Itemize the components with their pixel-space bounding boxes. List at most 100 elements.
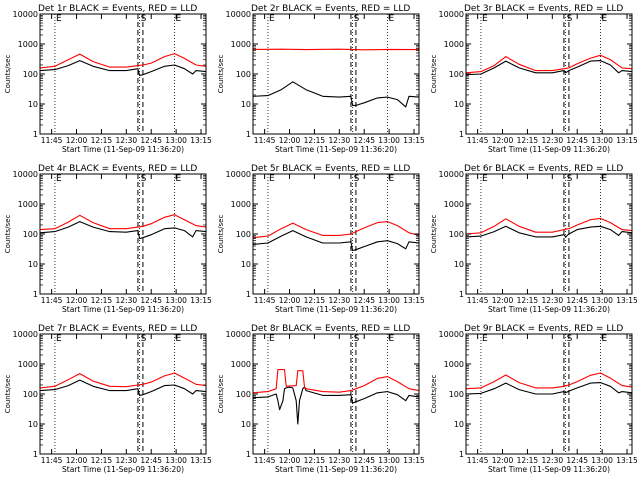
plot-frame — [39, 173, 207, 295]
event-marker-label: E — [601, 14, 607, 24]
y-tick-label: 100 — [23, 390, 38, 399]
x-tick-label: 12:00 — [492, 456, 514, 465]
x-tick-label: 12:30 — [542, 296, 564, 305]
lld-series-line — [465, 372, 633, 390]
x-axis-label: Start Time (11-Sep-09 11:36:20) — [62, 145, 184, 154]
events-series-line — [252, 386, 420, 425]
y-axis-label: Counts/sec — [217, 375, 225, 414]
x-tick-label: 12:00 — [492, 296, 514, 305]
y-tick-label: 1000 — [444, 360, 464, 369]
x-tick-label: 12:45 — [566, 456, 588, 465]
y-axis-label: Counts/sec — [4, 375, 12, 414]
events-series-line — [39, 221, 207, 240]
events-series-line — [252, 230, 420, 252]
panel-2: Det 2r BLACK = Events, RED = LLD Counts/s… — [217, 4, 425, 154]
x-axis-label: Start Time (11-Sep-09 11:36:20) — [62, 465, 184, 474]
x-tick-label: 12:30 — [116, 136, 138, 145]
event-marker-label: S — [141, 334, 147, 344]
y-tick-label: 1 — [459, 450, 464, 459]
x-tick-label: 12:30 — [116, 296, 138, 305]
plot-frame — [465, 13, 633, 135]
panel-title: Det 3r BLACK = Events, RED = LLD — [464, 4, 623, 14]
panel-7: Det 7r BLACK = Events, RED = LLD Counts/s… — [4, 324, 212, 474]
y-tick-label: 1000 — [231, 360, 251, 369]
x-tick-label: 12:45 — [353, 136, 375, 145]
y-tick-label: 10 — [28, 100, 38, 109]
x-tick-label: 12:15 — [517, 296, 539, 305]
y-tick-label: 10000 — [13, 330, 38, 339]
x-tick-label: 11:45 — [41, 136, 63, 145]
x-tick-label: 13:15 — [403, 296, 425, 305]
y-axis-label: Counts/sec — [217, 215, 225, 254]
x-tick-label: 13:00 — [591, 456, 613, 465]
x-axis-label: Start Time (11-Sep-09 11:36:20) — [488, 465, 610, 474]
event-marker-label: E — [601, 174, 607, 184]
y-tick-label: 100 — [236, 230, 251, 239]
y-tick-label: 1000 — [444, 200, 464, 209]
events-series-line — [39, 60, 207, 76]
panel-title: Det 7r BLACK = Events, RED = LLD — [38, 324, 197, 334]
x-tick-label: 11:45 — [467, 456, 489, 465]
event-marker-label: E — [388, 14, 394, 24]
panel-5: Det 5r BLACK = Events, RED = LLD Counts/s… — [217, 164, 425, 314]
y-tick-label: 10 — [241, 420, 251, 429]
y-tick-label: 1 — [459, 130, 464, 139]
panel-6: Det 6r BLACK = Events, RED = LLD Counts/s… — [430, 164, 638, 314]
x-tick-label: 12:30 — [542, 456, 564, 465]
x-tick-label: 13:15 — [616, 456, 638, 465]
y-tick-label: 10000 — [439, 10, 464, 19]
x-tick-label: 12:45 — [140, 456, 162, 465]
x-tick-label: 13:00 — [591, 136, 613, 145]
y-tick-label: 1000 — [231, 200, 251, 209]
x-tick-label: 12:00 — [492, 136, 514, 145]
x-tick-label: 12:30 — [542, 136, 564, 145]
panel-4: Det 4r BLACK = Events, RED = LLD Counts/s… — [4, 164, 212, 314]
x-tick-label: 11:45 — [467, 136, 489, 145]
y-tick-label: 100 — [449, 70, 464, 79]
y-tick-label: 10 — [454, 260, 464, 269]
lld-series-line — [39, 53, 207, 69]
panel-title: Det 9r BLACK = Events, RED = LLD — [464, 324, 623, 334]
x-tick-label: 12:00 — [279, 456, 301, 465]
x-tick-label: 13:00 — [165, 456, 187, 465]
event-marker-label: E — [56, 174, 62, 184]
x-tick-label: 12:15 — [91, 296, 113, 305]
event-marker-label: E — [482, 14, 488, 24]
events-series-line — [252, 81, 420, 108]
y-tick-label: 1 — [33, 130, 38, 139]
y-tick-label: 1000 — [18, 360, 38, 369]
x-tick-label: 13:15 — [616, 136, 638, 145]
event-marker-label: S — [354, 334, 360, 344]
y-axis-label: Counts/sec — [430, 55, 438, 94]
x-tick-label: 13:00 — [378, 456, 400, 465]
y-tick-label: 10000 — [226, 170, 251, 179]
events-series-line — [465, 60, 633, 76]
x-axis-label: Start Time (11-Sep-09 11:36:20) — [62, 305, 184, 314]
x-tick-label: 12:15 — [91, 136, 113, 145]
events-series-line — [39, 379, 207, 396]
x-tick-label: 11:45 — [41, 296, 63, 305]
panel-1: Det 1r BLACK = Events, RED = LLD Counts/s… — [4, 4, 212, 154]
x-tick-label: 12:30 — [329, 296, 351, 305]
plot-frame — [252, 13, 420, 135]
panel-title: Det 5r BLACK = Events, RED = LLD — [251, 164, 410, 174]
y-tick-label: 1 — [33, 290, 38, 299]
y-tick-label: 10 — [241, 100, 251, 109]
event-marker-label: E — [482, 334, 488, 344]
panel-8: Det 8r BLACK = Events, RED = LLD Counts/s… — [217, 324, 425, 474]
events-series-line — [465, 225, 633, 238]
x-tick-label: 11:45 — [254, 296, 276, 305]
y-tick-label: 1 — [33, 450, 38, 459]
panel-title: Det 1r BLACK = Events, RED = LLD — [38, 4, 197, 14]
y-tick-label: 10 — [454, 100, 464, 109]
lld-series-line — [252, 369, 420, 394]
panel-title: Det 2r BLACK = Events, RED = LLD — [251, 4, 410, 14]
plot-frame — [252, 173, 420, 295]
event-marker-label: S — [141, 174, 147, 184]
y-tick-label: 1 — [246, 450, 251, 459]
y-tick-label: 10 — [28, 420, 38, 429]
event-marker-label: S — [141, 14, 147, 24]
x-tick-label: 12:15 — [91, 456, 113, 465]
event-marker-label: E — [175, 14, 181, 24]
